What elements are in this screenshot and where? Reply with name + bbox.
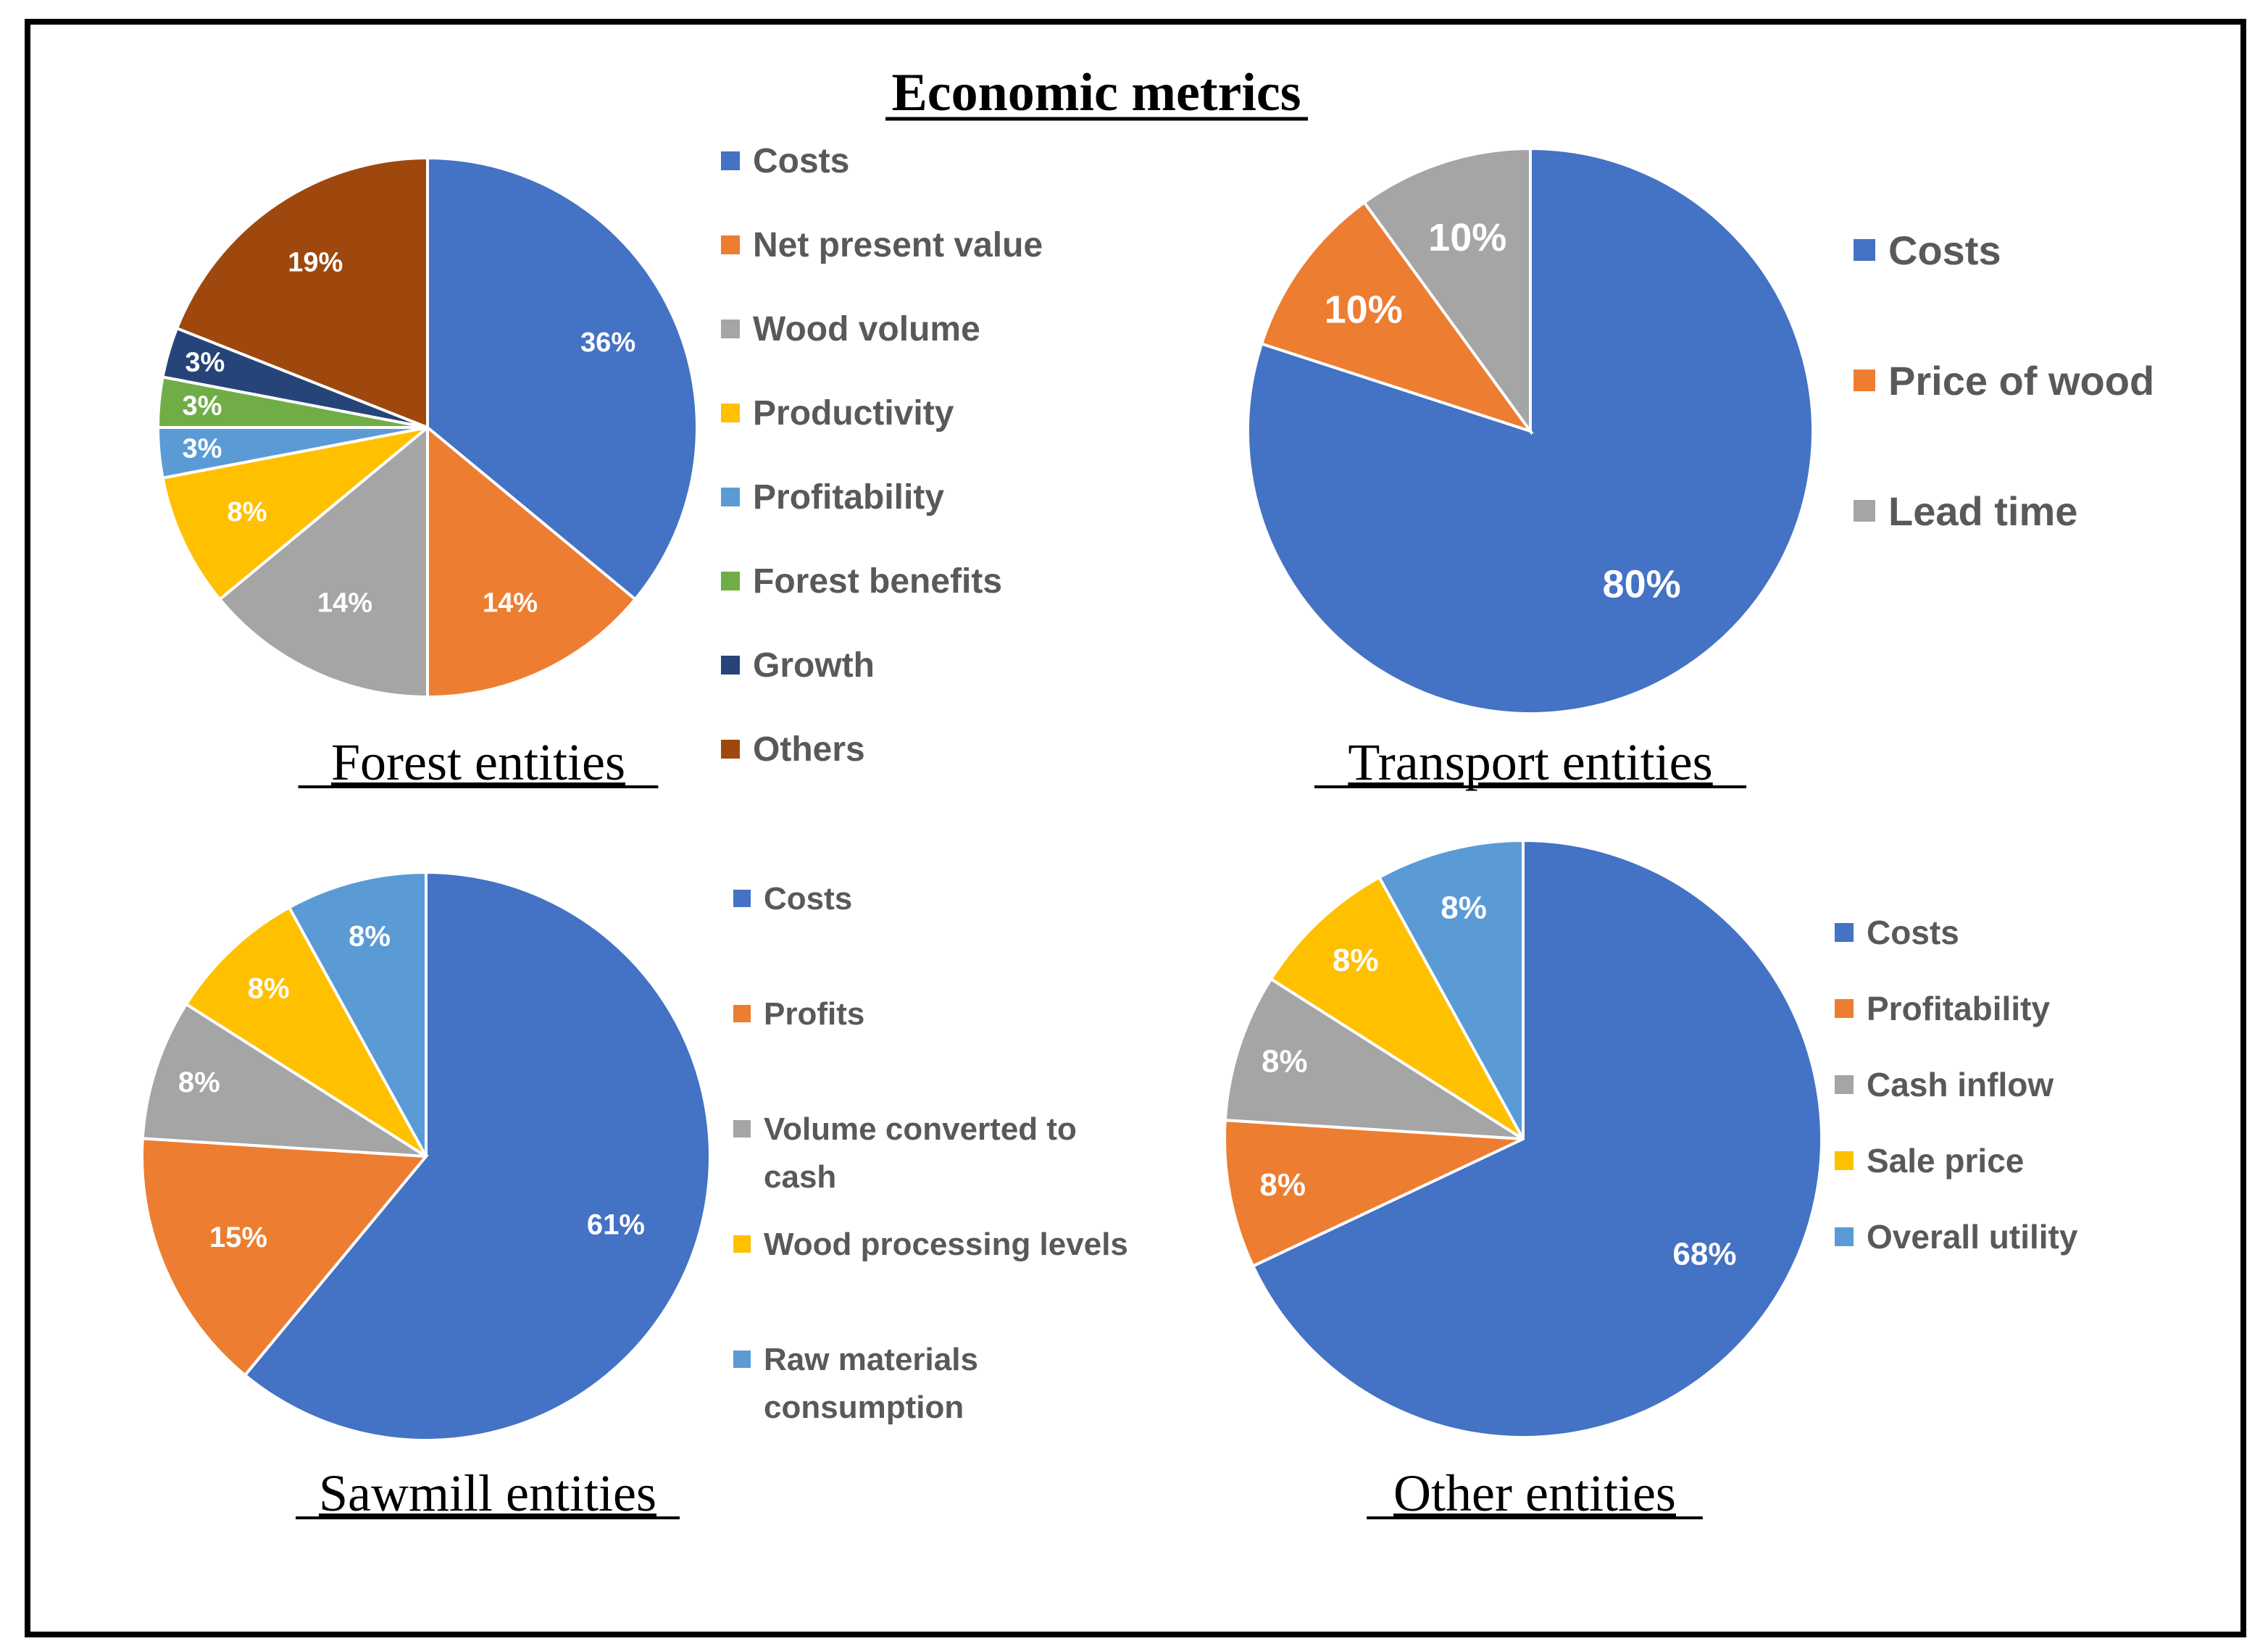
legend-label-costs: Costs [753, 142, 849, 180]
legend-label-cash-inflow: Cash inflow [1867, 1066, 2054, 1103]
data-label-net-present-value: 14% [483, 588, 538, 618]
data-label-sale-price: 8% [1333, 943, 1379, 978]
legend-label-profits: Profits [764, 996, 864, 1032]
data-label-costs: 80% [1603, 562, 1681, 606]
chart-title-transport-entities: Transport entities [1348, 733, 1712, 791]
pie-slice-lead-time [1362, 146, 1532, 436]
chart-title-forest-entities: Forest entities [331, 733, 625, 791]
data-label-lead-time: 10% [1428, 216, 1506, 259]
legend-label-costs: Costs [764, 881, 852, 917]
legend-label-profitability: Profitability [1867, 990, 2050, 1027]
legend-swatch-forest-benefits [721, 572, 740, 590]
pie-chart-other-entities: 68% 8% 8% 8% 8% Costs Profitability Cash inflow… [1223, 838, 2078, 1522]
legend-label-costs: Costs [1888, 227, 2001, 273]
legend-label-growth: Growth [753, 646, 875, 685]
pie-slice-costs [243, 870, 712, 1442]
legend-swatch-profits [733, 1005, 751, 1022]
data-label-costs: 36% [580, 327, 635, 358]
legend-swatch-volume-converted-to-cash [733, 1120, 751, 1137]
legend-label-costs: Costs [1867, 914, 1959, 951]
data-label-cash-inflow: 8% [1262, 1044, 1308, 1080]
data-label-wood-processing-levels: 8% [248, 973, 290, 1005]
legend-label-wood-volume: Wood volume [753, 310, 980, 348]
data-label-raw-materials-consumption: 8% [349, 920, 391, 952]
legend-swatch-costs [1835, 923, 1854, 942]
legend: Costs Profits Volume converted to cash Wood … [733, 881, 1128, 1425]
chart-title-other-entities: Other entities [1393, 1464, 1676, 1522]
legend-swatch-net-present-value [721, 235, 740, 254]
legend-swatch-wood-volume [721, 320, 740, 338]
data-label-profits: 15% [209, 1222, 267, 1253]
legend-swatch-costs [1854, 239, 1875, 261]
pie-slice-wood-processing-levels [184, 905, 428, 1158]
legend-label-overall-utility: Overall utility [1867, 1218, 2078, 1256]
pie-slice-profitability [1223, 1119, 1524, 1269]
pie-slice-net-present-value [426, 424, 638, 699]
legend-label-price-of-wood: Price of wood [1888, 358, 2154, 404]
legend-label-forest-benefits: Forest benefits [753, 562, 1002, 601]
data-label-profitability: 8% [1259, 1167, 1306, 1203]
pie-slice-sale-price [1269, 875, 1525, 1140]
legend-label-net-present-value: Net present value [753, 226, 1043, 264]
legend-swatch-others [721, 740, 740, 759]
charts-layer: 36% 14% 14% 8% 3% 3% 3% 19% Costs Net present val… [141, 142, 2154, 1522]
legend-swatch-costs [733, 890, 751, 907]
pie-slice-volume-converted-to-cash [141, 1002, 428, 1158]
pie-slice-profits [141, 1137, 430, 1377]
data-label-forest-benefits: 3% [182, 391, 222, 422]
pie-slice-overall-utility [1377, 838, 1525, 1140]
data-label-costs: 61% [587, 1208, 645, 1240]
legend-swatch-wood-processing-levels [733, 1235, 751, 1253]
pie-chart-forest-entities: 36% 14% 14% 8% 3% 3% 3% 19% Costs Net present val… [156, 142, 1043, 791]
pie-chart-transport-entities: 80% 10% 10% Costs Price of wood Lead time Tran… [1246, 146, 2154, 791]
data-label-price-of-wood: 10% [1325, 288, 1403, 332]
legend-label-profitability: Profitability [753, 478, 944, 517]
pie-slice-costs [1251, 838, 1823, 1439]
legend-swatch-costs [721, 151, 740, 170]
legend: Costs Net present value Wood volume Product… [721, 142, 1043, 769]
legend-swatch-overall-utility [1835, 1227, 1854, 1246]
legend-label-sale-price: Sale price [1867, 1142, 2024, 1180]
legend-swatch-productivity [721, 404, 740, 422]
legend-label-wood-processing-levels: Wood processing levels [764, 1227, 1128, 1262]
chart-title-sawmill-entities: Sawmill entities [319, 1464, 656, 1522]
figure-title: Economic metrics [891, 63, 1301, 122]
pie-slice-raw-materials-consumption [287, 870, 428, 1157]
legend-label-raw-materials-consumption: Raw materials consumption [764, 1342, 978, 1425]
legend: Costs Price of wood Lead time [1854, 227, 2154, 534]
data-label-others: 19% [288, 247, 343, 277]
data-label-volume-converted-to-cash: 8% [178, 1066, 220, 1098]
data-label-overall-utility: 8% [1441, 890, 1487, 925]
legend-swatch-lead-time [1854, 500, 1875, 522]
pie-slice-productivity [161, 426, 429, 601]
data-label-growth: 3% [185, 348, 225, 378]
pie-slice-wood-volume [217, 424, 429, 699]
legend-swatch-profitability [721, 488, 740, 506]
data-label-profitability: 3% [182, 433, 222, 464]
legend-swatch-growth [721, 656, 740, 675]
legend-label-others: Others [753, 730, 865, 769]
legend: Costs Profitability Cash inflow Sale price O… [1835, 914, 2078, 1256]
legend-label-lead-time: Lead time [1888, 488, 2077, 534]
pie-slice-cash-inflow [1223, 977, 1525, 1140]
legend-label-productivity: Productivity [753, 394, 954, 433]
legend-swatch-cash-inflow [1835, 1075, 1854, 1094]
pie-slice-price-of-wood [1259, 200, 1535, 434]
pie-slice-costs [426, 156, 699, 601]
legend-swatch-raw-materials-consumption [733, 1350, 751, 1368]
legend-swatch-price-of-wood [1854, 370, 1875, 391]
legend-swatch-profitability [1835, 999, 1854, 1018]
data-label-wood-volume: 14% [317, 588, 372, 618]
legend-label-volume-converted-to-cash: Volume converted to cash [764, 1111, 1077, 1195]
data-label-costs: 68% [1672, 1236, 1736, 1272]
legend-swatch-sale-price [1835, 1151, 1854, 1170]
data-label-productivity: 8% [227, 497, 267, 527]
pie-slice-others [175, 156, 429, 430]
pie-chart-sawmill-entities: 61% 15% 8% 8% 8% Costs Profits Volume converted… [141, 870, 1128, 1522]
